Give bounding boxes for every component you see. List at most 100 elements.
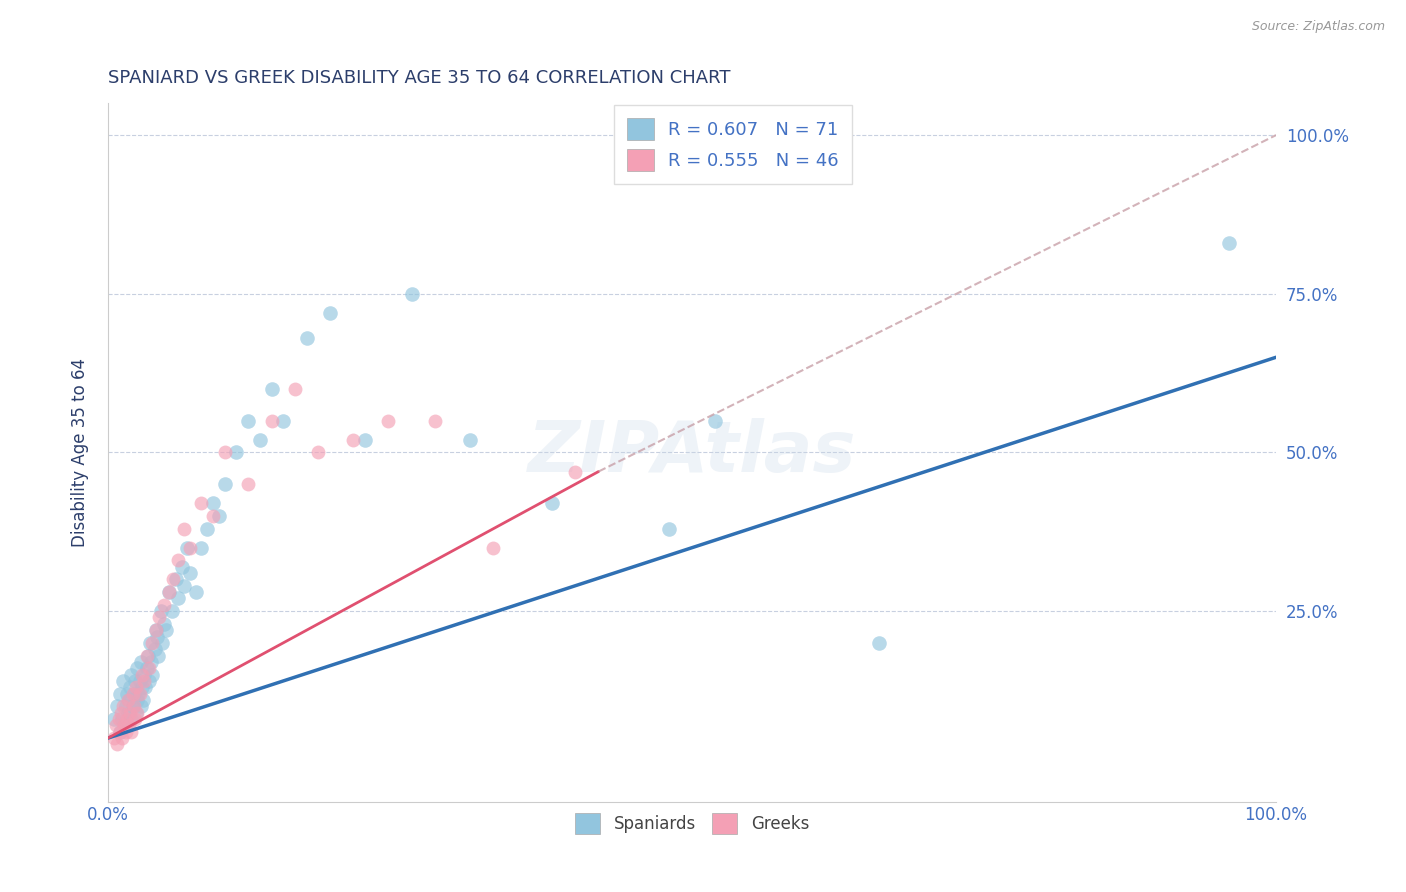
Point: [190, 496, 212, 510]
Point: [208, 508, 231, 523]
Point: [145, 623, 167, 637]
Point: [658, 522, 681, 536]
Point: [128, 687, 150, 701]
Point: [141, 667, 163, 681]
Point: [117, 706, 139, 720]
Point: [271, 414, 294, 428]
Point: [295, 331, 318, 345]
Text: SPANIARD VS GREEK DISABILITY AGE 35 TO 64 CORRELATION CHART: SPANIARD VS GREEK DISABILITY AGE 35 TO 6…: [108, 69, 731, 87]
Point: [1218, 235, 1240, 250]
Point: [377, 414, 399, 428]
Point: [115, 712, 138, 726]
Point: [167, 553, 190, 567]
Point: [103, 712, 125, 726]
Point: [564, 465, 586, 479]
Point: [202, 508, 225, 523]
Point: [118, 693, 141, 707]
Point: [111, 731, 134, 745]
Point: [124, 673, 146, 688]
Point: [162, 604, 184, 618]
Point: [260, 414, 283, 428]
Point: [114, 699, 136, 714]
Point: [170, 559, 193, 574]
Point: [704, 414, 727, 428]
Point: [179, 566, 201, 580]
Point: [127, 687, 149, 701]
Point: [107, 712, 129, 726]
Y-axis label: Disability Age 35 to 64: Disability Age 35 to 64: [72, 358, 89, 547]
Point: [108, 724, 131, 739]
Point: [284, 382, 307, 396]
Point: [238, 477, 260, 491]
Point: [401, 286, 423, 301]
Point: [342, 433, 364, 447]
Point: [105, 718, 128, 732]
Point: [214, 445, 236, 459]
Point: [482, 541, 505, 555]
Point: [155, 623, 177, 637]
Point: [120, 712, 142, 726]
Point: [108, 724, 131, 739]
Point: [150, 636, 173, 650]
Point: [122, 687, 145, 701]
Point: [162, 573, 184, 587]
Point: [110, 706, 132, 720]
Point: [132, 693, 155, 707]
Point: [249, 433, 271, 447]
Point: [108, 687, 131, 701]
Point: [118, 718, 141, 732]
Point: [148, 648, 170, 663]
Point: [148, 610, 170, 624]
Point: [124, 712, 146, 726]
Point: [868, 636, 890, 650]
Point: [153, 598, 176, 612]
Point: [112, 673, 135, 688]
Point: [103, 731, 125, 745]
Point: [120, 724, 142, 739]
Point: [127, 661, 149, 675]
Point: [141, 655, 163, 669]
Legend: Spaniards, Greeks: Spaniards, Greeks: [567, 805, 817, 842]
Point: [121, 699, 143, 714]
Point: [131, 681, 153, 695]
Point: [120, 681, 142, 695]
Point: [129, 655, 152, 669]
Point: [134, 667, 156, 681]
Point: [120, 667, 142, 681]
Text: ZIPAtlas: ZIPAtlas: [527, 418, 856, 487]
Point: [307, 445, 329, 459]
Point: [125, 706, 148, 720]
Point: [195, 522, 218, 536]
Point: [114, 724, 136, 739]
Point: [173, 522, 195, 536]
Point: [354, 433, 377, 447]
Point: [125, 681, 148, 695]
Point: [139, 636, 162, 650]
Point: [120, 706, 142, 720]
Point: [128, 673, 150, 688]
Point: [115, 687, 138, 701]
Point: [129, 699, 152, 714]
Point: [143, 642, 166, 657]
Point: [165, 573, 187, 587]
Point: [135, 648, 157, 663]
Point: [225, 445, 247, 459]
Point: [135, 661, 157, 675]
Point: [127, 706, 149, 720]
Point: [117, 693, 139, 707]
Point: [541, 496, 564, 510]
Point: [184, 585, 207, 599]
Point: [458, 433, 481, 447]
Point: [202, 496, 225, 510]
Point: [121, 687, 143, 701]
Point: [105, 699, 128, 714]
Point: [179, 541, 201, 555]
Point: [145, 623, 167, 637]
Point: [157, 585, 180, 599]
Point: [122, 699, 145, 714]
Point: [423, 414, 446, 428]
Point: [114, 718, 136, 732]
Point: [176, 541, 198, 555]
Point: [105, 738, 128, 752]
Point: [167, 591, 190, 606]
